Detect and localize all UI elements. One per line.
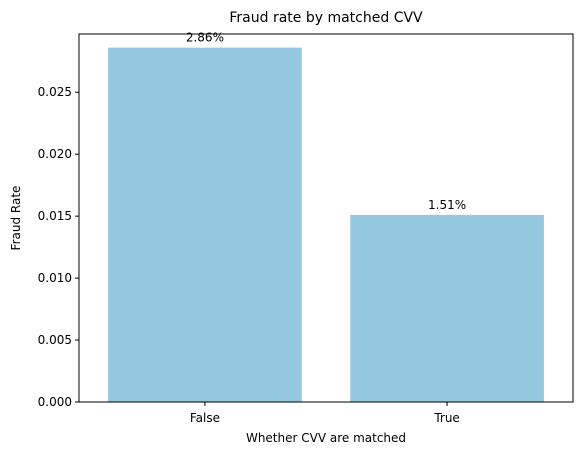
y-axis-label: Fraud Rate bbox=[9, 186, 23, 251]
y-tick-label: 0.025 bbox=[38, 85, 72, 99]
data-label-true: 1.51% bbox=[428, 198, 466, 212]
y-tick-label: 0.000 bbox=[38, 395, 72, 409]
bars-group bbox=[108, 47, 544, 402]
chart-title: Fraud rate by matched CVV bbox=[229, 10, 423, 26]
x-axis-label: Whether CVV are matched bbox=[246, 431, 406, 445]
y-tick-label: 0.010 bbox=[38, 271, 72, 285]
y-tick-label: 0.005 bbox=[38, 333, 72, 347]
x-tick-label-true: True bbox=[433, 411, 460, 425]
x-tick-label-false: False bbox=[190, 411, 220, 425]
plot-frame bbox=[78, 33, 574, 403]
x-axis: False True bbox=[190, 402, 460, 425]
bar-false bbox=[108, 47, 302, 402]
y-tick-label: 0.020 bbox=[38, 147, 72, 161]
data-label-false: 2.86% bbox=[186, 31, 224, 45]
y-axis: 0.000 0.005 0.010 0.015 0.020 0.025 bbox=[38, 85, 79, 409]
bar-true bbox=[350, 214, 544, 402]
y-tick-label: 0.015 bbox=[38, 209, 72, 223]
